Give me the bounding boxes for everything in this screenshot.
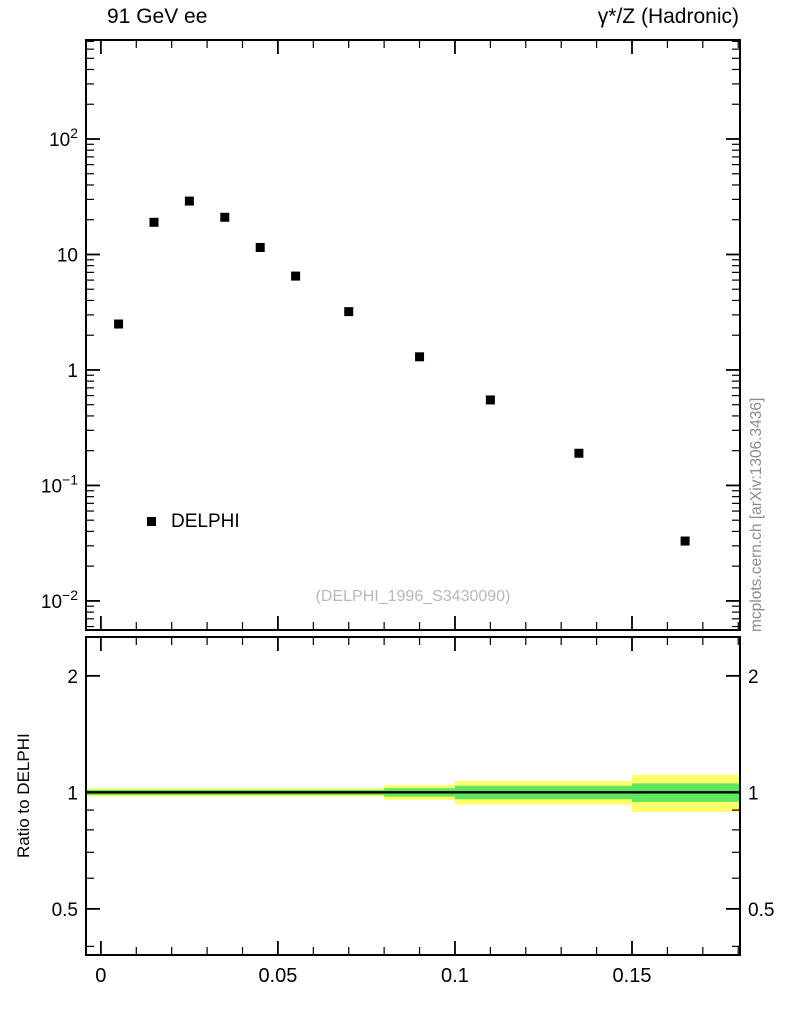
ratio-tick-label-left: 2 xyxy=(67,667,78,688)
x-tick-label: 0.1 xyxy=(441,965,469,987)
data-point xyxy=(574,448,584,458)
data-point xyxy=(680,536,690,546)
y-tick-label: 1 xyxy=(67,361,78,382)
x-tick-label: 0.15 xyxy=(613,965,652,987)
ratio-tick-label-left: 1 xyxy=(67,783,78,804)
data-point xyxy=(344,307,354,317)
legend-label: DELPHI xyxy=(171,511,240,532)
data-point xyxy=(220,212,230,222)
legend-marker xyxy=(147,517,156,526)
plot-title-left: 91 GeV ee xyxy=(107,5,208,28)
x-tick-label: 0.05 xyxy=(258,965,297,987)
data-point xyxy=(255,242,265,252)
ratio-tick-label-right: 0.5 xyxy=(748,900,774,921)
data-point xyxy=(184,196,194,206)
ratio-tick-label-left: 0.5 xyxy=(52,900,78,921)
data-point xyxy=(291,271,301,281)
y-tick-label: 102 xyxy=(49,125,78,151)
y-tick-label: 10−1 xyxy=(41,471,78,497)
data-point xyxy=(114,319,124,329)
y-tick-label: 10−2 xyxy=(41,587,78,613)
top-panel-frame xyxy=(85,39,741,631)
data-point xyxy=(415,352,425,362)
y-tick-label: 10 xyxy=(57,245,78,266)
data-point xyxy=(149,217,159,227)
mcplots-note: mcplots.cern.ch [arXiv:1306.3436] xyxy=(748,397,765,632)
ratio-axis-label: Ratio to DELPHI xyxy=(14,733,33,858)
ratio-panel-frame xyxy=(85,636,741,956)
data-point xyxy=(485,395,495,405)
ratio-tick-label-right: 2 xyxy=(748,667,759,688)
analysis-watermark: (DELPHI_1996_S3430090) xyxy=(315,588,511,605)
plot-title-right: γ*/Z (Hadronic) xyxy=(597,5,739,28)
ratio-tick-label-right: 1 xyxy=(748,783,759,804)
x-tick-label: 0 xyxy=(95,965,106,987)
